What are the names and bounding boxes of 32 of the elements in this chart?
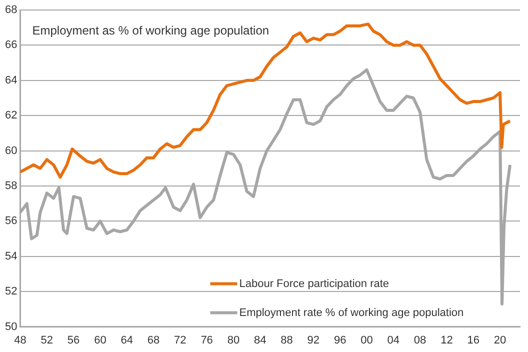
legend-label: Labour Force participation rate [239, 278, 390, 290]
x-tick-label: 04 [387, 334, 400, 346]
x-tick-label: 16 [467, 334, 480, 346]
y-tick-label: 50 [4, 320, 18, 333]
x-tick-label: 52 [40, 334, 54, 346]
y-tick-label: 64 [4, 74, 18, 86]
x-tick-label: 92 [307, 334, 320, 346]
x-tick-label: 72 [174, 334, 186, 346]
x-tick-label: 80 [227, 334, 240, 346]
text: Employment as % of working age population [32, 23, 270, 38]
x-tick-label: 56 [67, 334, 80, 346]
y-tick-label: 56 [4, 215, 18, 228]
y-tick-label: 60 [4, 144, 18, 157]
x-tick-label: 12 [440, 334, 453, 346]
x-tick-label: 96 [334, 334, 346, 346]
y-tick-label: 62 [4, 110, 18, 122]
y-tick-label: 66 [4, 39, 18, 52]
legend-label: Employment rate % of working age population [239, 306, 464, 319]
x-tick-label: 60 [94, 334, 106, 346]
x-tick-label: 88 [280, 334, 293, 346]
y-tick-label: 58 [4, 180, 18, 192]
x-tick-label: 64 [120, 334, 133, 346]
x-tick-label: 48 [14, 334, 26, 346]
x-tick-label: 00 [360, 334, 373, 346]
x-tick-label: 68 [147, 334, 160, 346]
x-tick-label: 20 [494, 334, 506, 346]
y-tick-label: 54 [4, 250, 18, 262]
x-tick-label: 08 [414, 334, 426, 346]
y-tick-label: 52 [4, 286, 18, 298]
x-tick-label: 76 [200, 334, 213, 346]
y-tick-label: 68 [4, 4, 18, 16]
x-tick-label: 84 [254, 334, 266, 346]
